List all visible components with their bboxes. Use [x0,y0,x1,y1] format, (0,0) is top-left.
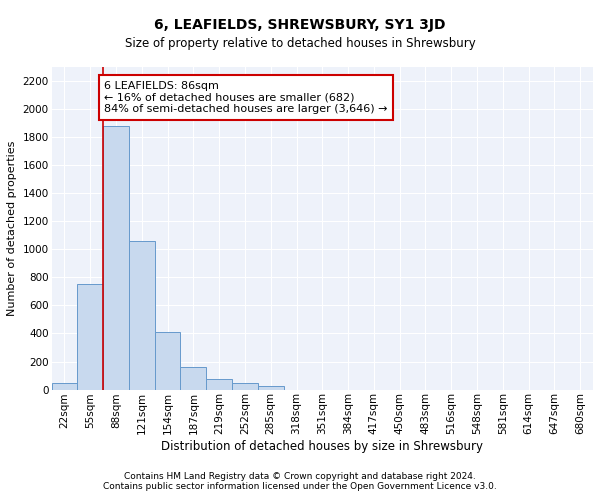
Text: 6 LEAFIELDS: 86sqm
← 16% of detached houses are smaller (682)
84% of semi-detach: 6 LEAFIELDS: 86sqm ← 16% of detached hou… [104,81,388,114]
Bar [258,386,284,390]
Bar [155,332,181,390]
Bar [206,379,232,390]
Text: 6, LEAFIELDS, SHREWSBURY, SY1 3JD: 6, LEAFIELDS, SHREWSBURY, SY1 3JD [154,18,446,32]
Bar [77,284,103,390]
Text: Contains HM Land Registry data © Crown copyright and database right 2024.: Contains HM Land Registry data © Crown c… [124,472,476,481]
Bar [181,367,206,390]
Text: Contains public sector information licensed under the Open Government Licence v3: Contains public sector information licen… [103,482,497,491]
Bar [52,382,77,390]
Y-axis label: Number of detached properties: Number of detached properties [7,140,17,316]
Text: Size of property relative to detached houses in Shrewsbury: Size of property relative to detached ho… [125,38,475,51]
Bar [129,241,155,390]
X-axis label: Distribution of detached houses by size in Shrewsbury: Distribution of detached houses by size … [161,440,483,453]
Bar [103,126,129,390]
Bar [232,384,258,390]
